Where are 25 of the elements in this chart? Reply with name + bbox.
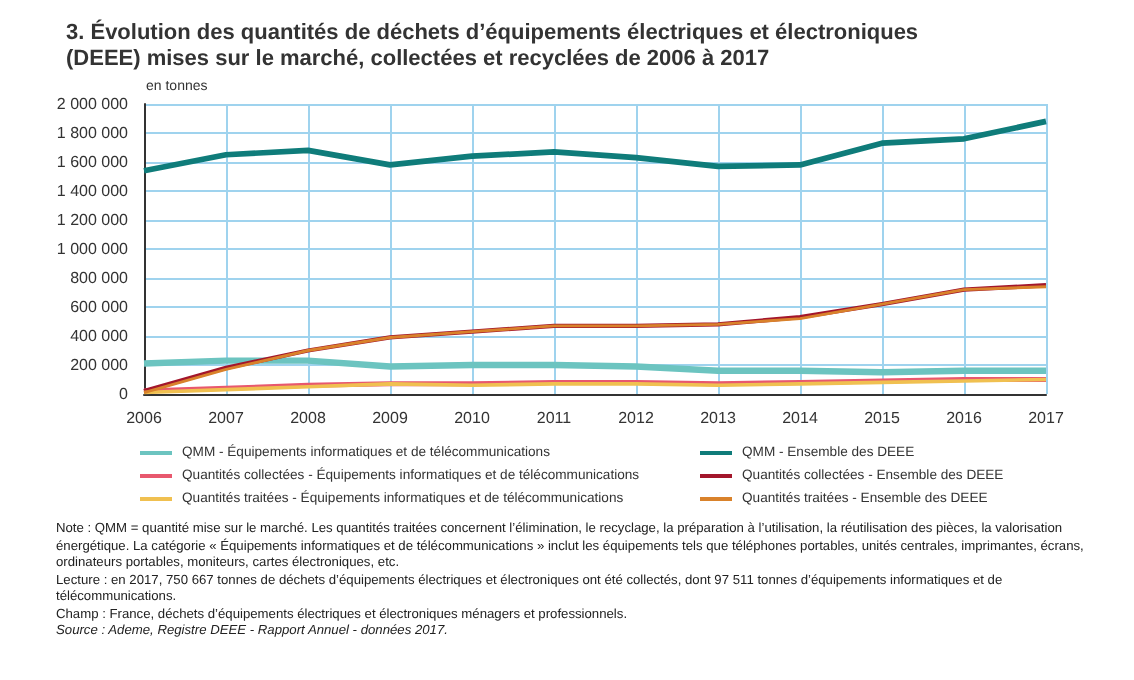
y-tick-label: 1 800 000 <box>56 124 130 142</box>
x-tick-label: 2006 <box>126 409 163 427</box>
x-tick-label: 2013 <box>700 409 737 427</box>
chart-title: 3. Évolution des quantités de déchets d’équipements électriques et électroniques (DEEE) mises sur le marché, collectées et recyclées de 2006 à 2017 <box>66 19 925 71</box>
x-tick-label: 2007 <box>208 409 245 427</box>
y-tick-label: 2 000 000 <box>56 95 130 113</box>
x-tick-label: 2011 <box>536 409 573 427</box>
x-tick-label: 2017 <box>1028 409 1065 427</box>
y-tick-label: 800 000 <box>70 269 130 287</box>
y-tick-label: 1 200 000 <box>56 211 130 229</box>
x-tick-label: 2009 <box>372 409 409 427</box>
y-tick-label: 600 000 <box>70 298 130 316</box>
y-tick-label: 1 000 000 <box>56 240 130 258</box>
x-tick-label: 2010 <box>454 409 491 427</box>
y-tick-label: 0 <box>119 385 130 403</box>
x-tick-label: 2015 <box>864 409 901 427</box>
y-tick-label: 400 000 <box>70 327 130 345</box>
x-tick-label: 2008 <box>290 409 327 427</box>
x-tick-label: 2016 <box>946 409 983 427</box>
x-tick-label: 2014 <box>782 409 819 427</box>
y-tick-label: 1 600 000 <box>56 153 130 171</box>
x-tick-label: 2012 <box>618 409 655 427</box>
y-tick-label: 1 400 000 <box>56 182 130 200</box>
y-tick-label: 200 000 <box>70 356 130 374</box>
line-series <box>141 118 1049 174</box>
